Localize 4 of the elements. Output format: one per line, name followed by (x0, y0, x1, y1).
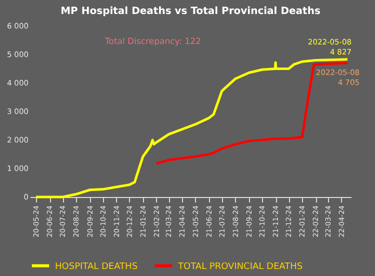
annotation: Total Discrepancy: 122 (104, 37, 201, 47)
legend-label: TOTAL PROVINCIAL DEATHS (177, 262, 303, 272)
legend-label: HOSPITAL DEATHS (55, 262, 138, 272)
chart-title: MP Hospital Deaths vs Total Provincial Deaths (60, 6, 320, 17)
